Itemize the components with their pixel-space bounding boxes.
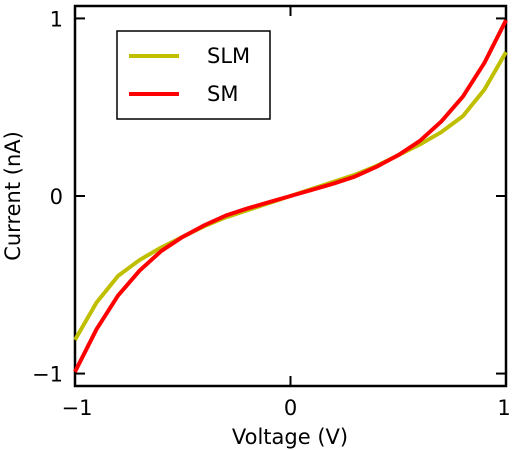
x-tick-label: −1 [62,396,93,420]
x-tick-label: 1 [497,396,510,420]
x-axis-label: Voltage (V) [232,425,348,449]
y-axis-label: Current (nA) [1,131,25,261]
y-tick-label: 1 [50,7,63,31]
x-tick-label: 0 [284,396,297,420]
y-tick-label: −1 [32,363,63,387]
legend-label-slm: SLM [207,44,250,68]
legend-label-sm: SM [207,82,238,106]
legend: SLM SM [116,30,271,120]
legend-box [116,30,271,120]
series-line-sm [73,19,508,373]
ticks: −1 0 1 −1 0 1 [32,6,511,420]
y-tick-label: 0 [50,185,63,209]
series-group [73,19,508,373]
